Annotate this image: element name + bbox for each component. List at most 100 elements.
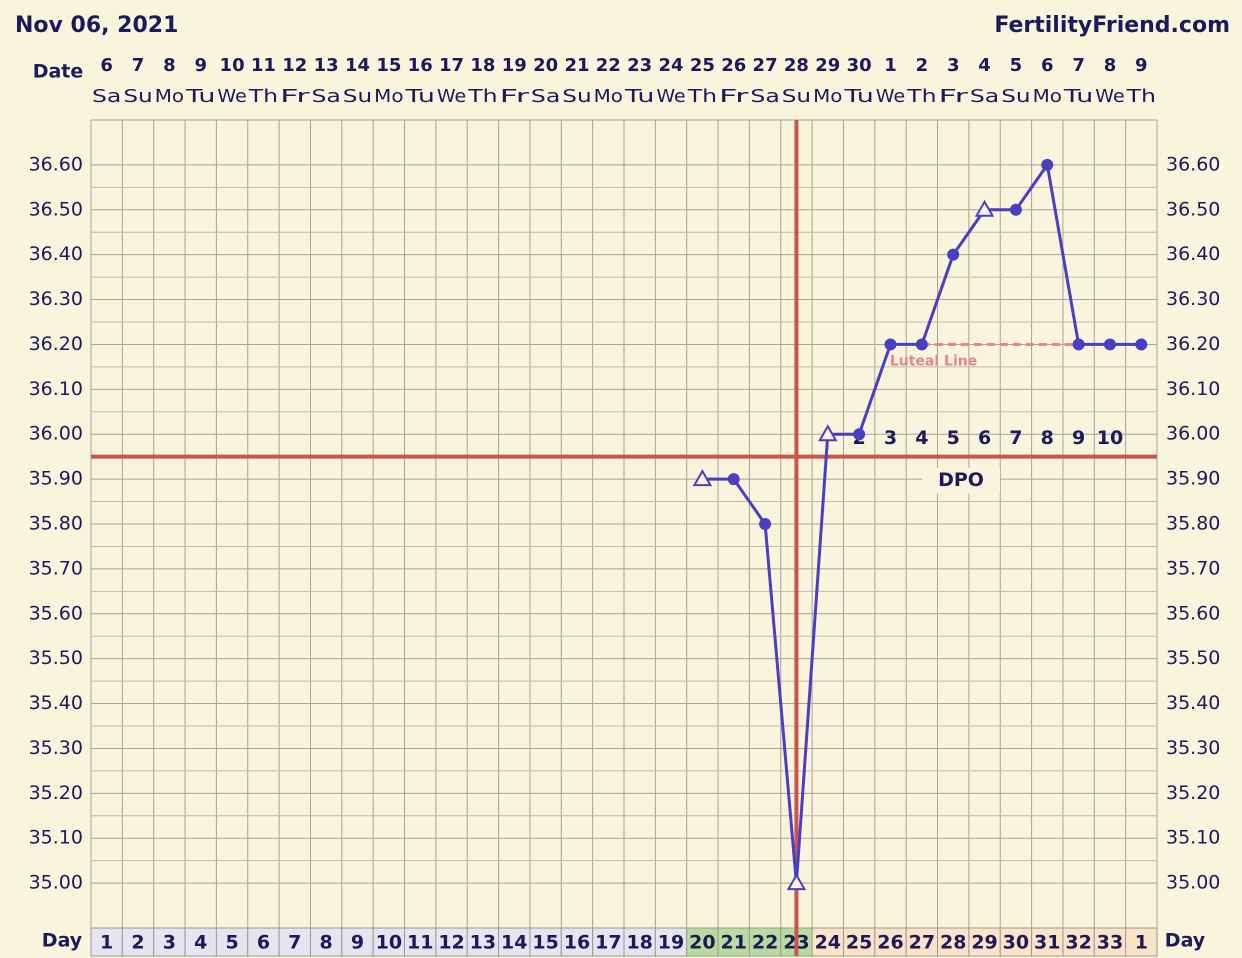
weekday: Mo xyxy=(813,86,842,107)
day-cell xyxy=(341,927,374,957)
cycle-day: 29 xyxy=(971,932,997,954)
weekday: Su xyxy=(123,86,152,107)
cycle-day: 4 xyxy=(194,932,207,954)
cycle-day: 10 xyxy=(376,932,402,954)
y-tick-label: 36.30 xyxy=(29,288,83,310)
temperature-point xyxy=(1009,203,1022,216)
weekday: Tu xyxy=(1062,86,1093,107)
cycle-day: 31 xyxy=(1034,932,1060,954)
date: 11 xyxy=(251,55,276,76)
y-tick-label-right: 36.40 xyxy=(1166,243,1220,265)
dpo-number: 5 xyxy=(947,427,960,449)
temperature-point xyxy=(947,248,960,261)
weekday: Th xyxy=(467,86,498,107)
weekday: Fr xyxy=(500,86,530,107)
day-cell xyxy=(811,927,844,957)
weekday: We xyxy=(437,86,466,107)
y-tick-label-right: 35.00 xyxy=(1166,872,1220,894)
date: 18 xyxy=(470,55,495,76)
day-cell xyxy=(1125,927,1158,957)
date: 23 xyxy=(627,55,652,76)
day-cell xyxy=(498,927,531,957)
day-cell xyxy=(215,927,249,957)
temperature-point xyxy=(1072,338,1085,351)
day-cell xyxy=(372,927,406,957)
dpo-number: 8 xyxy=(1041,427,1054,449)
date: 9 xyxy=(194,55,207,76)
y-tick-label: 35.10 xyxy=(29,827,83,849)
cycle-day: 21 xyxy=(721,932,747,954)
temperature-point xyxy=(1041,158,1054,171)
y-tick-label-right: 36.50 xyxy=(1166,198,1220,220)
weekday: Th xyxy=(247,86,278,107)
day-cell xyxy=(560,927,594,957)
date: 13 xyxy=(314,55,339,76)
y-tick-label: 35.60 xyxy=(29,602,83,624)
date: 16 xyxy=(408,55,433,76)
date: 4 xyxy=(978,55,991,76)
temperature-point xyxy=(727,473,740,486)
day-cell xyxy=(686,927,719,957)
weekday: Th xyxy=(686,86,717,107)
day-cell xyxy=(1093,927,1127,957)
date: 21 xyxy=(564,55,589,76)
weekday: Su xyxy=(1001,86,1030,107)
weekday: Mo xyxy=(155,86,184,107)
day-label: Day xyxy=(1165,930,1206,952)
y-tick-label: 35.00 xyxy=(29,872,83,894)
date: 6 xyxy=(100,55,113,76)
y-tick-label-right: 36.10 xyxy=(1166,378,1220,400)
cycle-day: 2 xyxy=(131,932,144,954)
day-cell xyxy=(153,927,186,957)
weekday: Tu xyxy=(843,86,874,107)
temperature-point xyxy=(759,518,772,530)
date: 19 xyxy=(502,55,527,76)
day-cell xyxy=(435,927,468,957)
cycle-day: 24 xyxy=(815,932,841,954)
y-tick-label: 36.00 xyxy=(29,423,83,445)
weekday: Th xyxy=(1125,86,1156,107)
date: 30 xyxy=(847,55,872,76)
weekday: Mo xyxy=(594,86,623,107)
y-tick-label: 35.40 xyxy=(29,692,83,714)
weekday: Sa xyxy=(970,86,999,107)
date: 3 xyxy=(947,55,960,76)
dpo-number: 7 xyxy=(1009,427,1022,449)
weekday: Sa xyxy=(750,86,779,107)
day-cell xyxy=(278,927,311,957)
weekday: Tu xyxy=(624,86,655,107)
y-tick-label-right: 35.80 xyxy=(1166,513,1220,535)
day-cell xyxy=(842,927,876,957)
cycle-day: 15 xyxy=(532,932,558,954)
day-cell xyxy=(748,927,782,957)
day-cell xyxy=(592,927,625,957)
y-tick-label: 35.50 xyxy=(29,647,83,669)
y-tick-label-right: 36.20 xyxy=(1166,333,1220,355)
source: FertilityFriend.com xyxy=(994,13,1230,38)
date: 7 xyxy=(1072,55,1085,76)
date: 28 xyxy=(784,55,809,76)
y-tick-label-right: 36.60 xyxy=(1166,153,1220,175)
day-cell xyxy=(905,927,939,957)
cycle-day: 33 xyxy=(1097,932,1123,954)
weekday: Sa xyxy=(311,86,340,107)
day-cell xyxy=(1062,927,1095,957)
date: 7 xyxy=(132,55,145,76)
weekday: Sa xyxy=(531,86,560,107)
weekday: Tu xyxy=(185,86,216,107)
date: 6 xyxy=(1041,55,1054,76)
cycle-day: 19 xyxy=(658,932,684,954)
date: 24 xyxy=(658,55,683,76)
cycle-day: 27 xyxy=(909,932,935,954)
day-cell xyxy=(309,927,343,957)
cycle-day: 6 xyxy=(257,932,270,954)
date: 14 xyxy=(345,55,370,76)
weekday: We xyxy=(876,86,905,107)
weekday: We xyxy=(217,86,246,107)
temperature-point xyxy=(818,424,838,442)
y-tick-label: 35.90 xyxy=(29,468,83,490)
date: 12 xyxy=(282,55,307,76)
day-cell xyxy=(121,927,155,957)
